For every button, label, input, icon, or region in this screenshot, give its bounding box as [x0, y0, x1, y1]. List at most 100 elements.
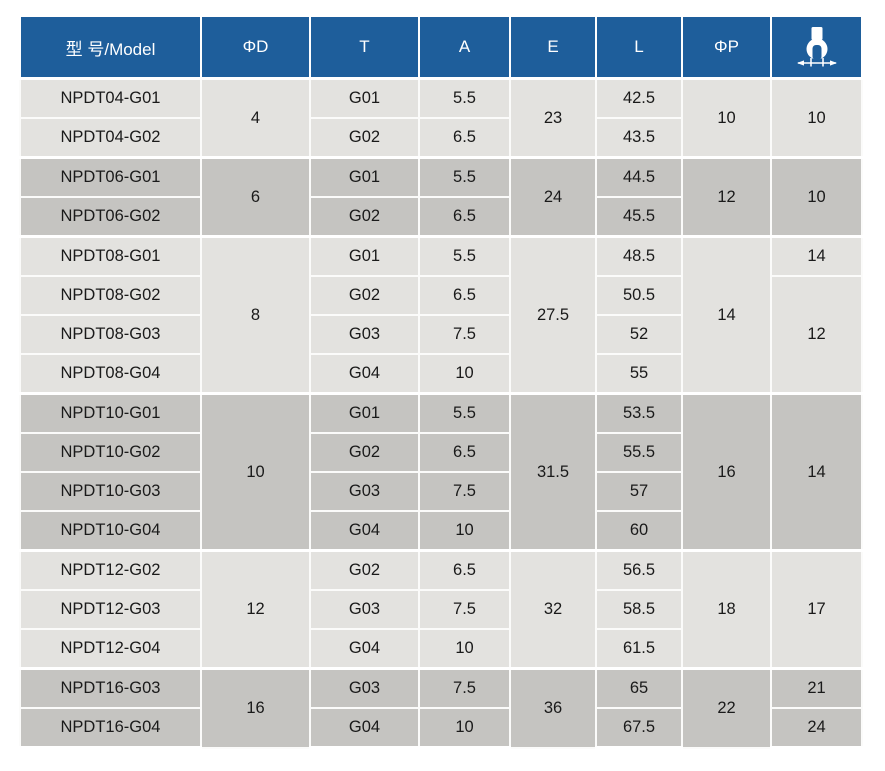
e-cell: 36	[509, 667, 597, 749]
spec-table: 型 号/Model ΦD T A E L ΦP	[19, 15, 863, 749]
table-row: NPDT08-G01 8 G01 5.5 27.5 48.5 14 14	[19, 235, 863, 395]
l-cell: 58.5	[595, 589, 683, 630]
col-header-phi-p: ΦP	[681, 15, 772, 80]
wrench-size-cell: 24	[770, 707, 863, 749]
table-row: NPDT08-G04 G04 10 55	[19, 353, 862, 395]
col-header-model: 型 号/Model	[19, 15, 202, 80]
col-header-wrench-width	[770, 15, 863, 80]
t-cell: G03	[309, 589, 420, 630]
a-cell: 10	[418, 510, 511, 552]
a-cell: 7.5	[418, 314, 511, 355]
l-cell: 43.5	[595, 117, 683, 159]
table-row: NPDT10-G01 10 G01 5.5 31.5 53.5 16 14	[19, 392, 863, 552]
l-cell: 67.5	[595, 707, 683, 749]
table-row: NPDT06-G02 G02 6.5 45.5	[19, 196, 862, 238]
wrench-size-cell: 10	[770, 156, 863, 238]
phi-d-cell: 6	[200, 156, 311, 238]
model-cell: NPDT10-G01	[19, 392, 202, 434]
l-cell: 42.5	[595, 77, 683, 119]
model-cell: NPDT10-G02	[19, 432, 202, 473]
col-header-phi-d: ΦD	[200, 15, 311, 80]
table-row: NPDT08-G02 G02 6.5 50.5 12	[19, 275, 863, 395]
a-cell: 10	[418, 628, 511, 670]
a-cell: 6.5	[418, 432, 511, 473]
model-cell: NPDT16-G04	[19, 707, 202, 749]
header-row: 型 号/Model ΦD T A E L ΦP	[19, 15, 863, 80]
t-cell: G04	[309, 707, 420, 749]
model-cell: NPDT06-G02	[19, 196, 202, 238]
a-cell: 5.5	[418, 156, 511, 198]
t-cell: G03	[309, 667, 420, 709]
l-cell: 50.5	[595, 275, 683, 316]
table-row: NPDT16-G04 G04 10 67.5 24	[19, 707, 863, 749]
a-cell: 6.5	[418, 275, 511, 316]
t-cell: G01	[309, 392, 420, 434]
table-row: NPDT04-G01 4 G01 5.5 23 42.5 10 10	[19, 77, 863, 159]
col-header-e: E	[509, 15, 597, 80]
l-cell: 57	[595, 471, 683, 512]
phi-p-cell: 12	[681, 156, 772, 238]
e-cell: 31.5	[509, 392, 597, 552]
a-cell: 5.5	[418, 77, 511, 119]
e-cell: 24	[509, 156, 597, 238]
a-cell: 6.5	[418, 117, 511, 159]
t-cell: G02	[309, 549, 420, 591]
phi-d-cell: 12	[200, 549, 311, 670]
spec-table-body: NPDT04-G01 4 G01 5.5 23 42.5 10 10 NPDT04-G02 G02…	[19, 77, 863, 749]
t-cell: G02	[309, 432, 420, 473]
l-cell: 56.5	[595, 549, 683, 591]
phi-p-cell: 14	[681, 235, 772, 395]
l-cell: 60	[595, 510, 683, 552]
model-cell: NPDT06-G01	[19, 156, 202, 198]
table-row: NPDT06-G01 6 G01 5.5 24 44.5 12 10	[19, 156, 863, 238]
l-cell: 65	[595, 667, 683, 709]
model-cell: NPDT10-G03	[19, 471, 202, 512]
phi-d-cell: 16	[200, 667, 311, 749]
t-cell: G01	[309, 77, 420, 119]
a-cell: 7.5	[418, 471, 511, 512]
model-cell: NPDT12-G04	[19, 628, 202, 670]
t-cell: G01	[309, 156, 420, 198]
a-cell: 6.5	[418, 196, 511, 238]
t-cell: G02	[309, 117, 420, 159]
table-row: NPDT12-G02 12 G02 6.5 32 56.5 18 17	[19, 549, 863, 670]
a-cell: 10	[418, 707, 511, 749]
t-cell: G03	[309, 471, 420, 512]
t-cell: G02	[309, 196, 420, 238]
t-cell: G04	[309, 628, 420, 670]
t-cell: G03	[309, 314, 420, 355]
t-cell: G01	[309, 235, 420, 277]
model-cell: NPDT04-G02	[19, 117, 202, 159]
l-cell: 45.5	[595, 196, 683, 238]
model-cell: NPDT08-G03	[19, 314, 202, 355]
phi-p-cell: 22	[681, 667, 772, 749]
wrench-size-cell: 10	[770, 77, 863, 159]
wrench-size-cell: 21	[770, 667, 863, 709]
model-cell: NPDT10-G04	[19, 510, 202, 552]
model-cell: NPDT08-G01	[19, 235, 202, 277]
t-cell: G04	[309, 510, 420, 552]
l-cell: 55	[595, 353, 683, 395]
table-row: NPDT10-G02 G02 6.5 55.5	[19, 432, 862, 473]
a-cell: 10	[418, 353, 511, 395]
l-cell: 55.5	[595, 432, 683, 473]
col-header-l: L	[595, 15, 683, 80]
e-cell: 32	[509, 549, 597, 670]
wrench-size-cell: 14	[770, 392, 863, 552]
wrench-size-cell: 14	[770, 235, 863, 277]
table-header: 型 号/Model ΦD T A E L ΦP	[19, 15, 863, 80]
table-row: NPDT08-G03 G03 7.5 52	[19, 314, 862, 355]
model-cell: NPDT08-G04	[19, 353, 202, 395]
l-cell: 44.5	[595, 156, 683, 198]
e-cell: 23	[509, 77, 597, 159]
model-cell: NPDT12-G03	[19, 589, 202, 630]
phi-d-cell: 4	[200, 77, 311, 159]
phi-d-cell: 8	[200, 235, 311, 395]
table-row: NPDT10-G03 G03 7.5 57	[19, 471, 862, 512]
a-cell: 6.5	[418, 549, 511, 591]
model-cell: NPDT16-G03	[19, 667, 202, 709]
model-cell: NPDT08-G02	[19, 275, 202, 316]
l-cell: 52	[595, 314, 683, 355]
phi-p-cell: 18	[681, 549, 772, 670]
l-cell: 61.5	[595, 628, 683, 670]
